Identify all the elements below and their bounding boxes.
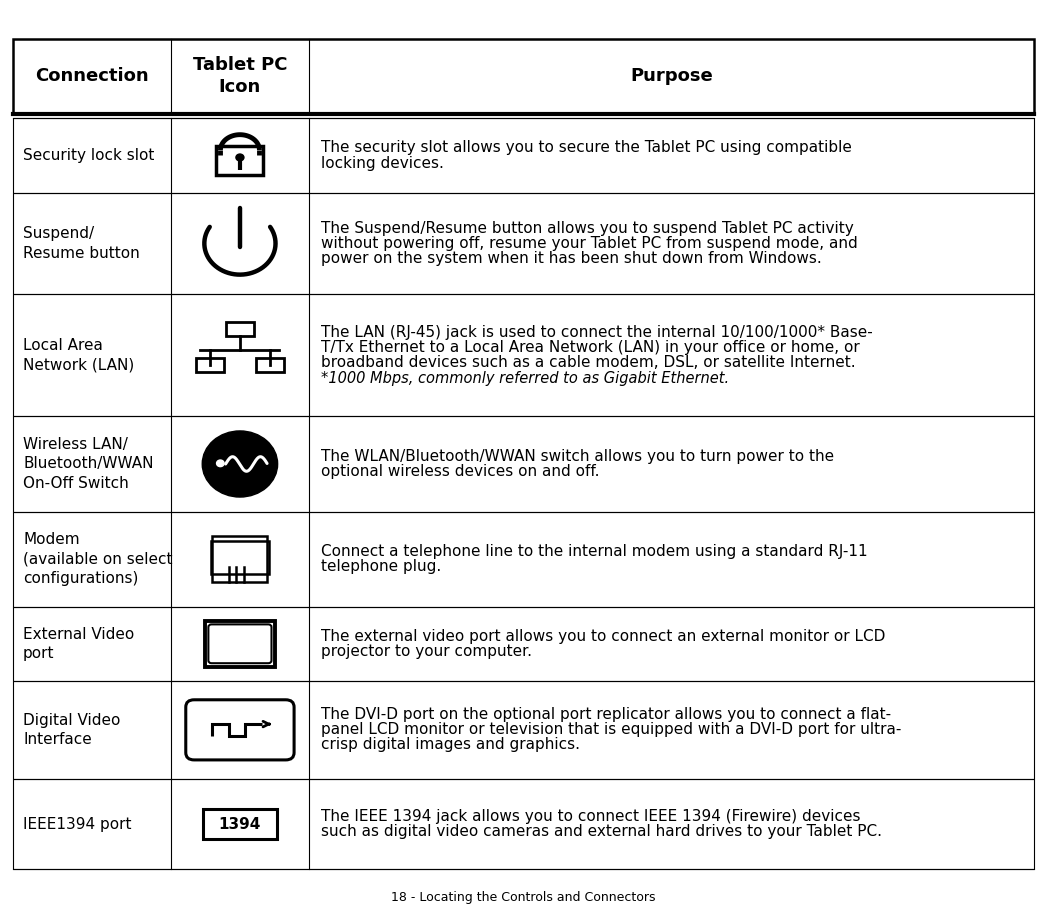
Text: Digital Video
Interface: Digital Video Interface [23, 712, 120, 747]
Bar [13, 193, 1034, 294]
Text: The DVI-D port on the optional port replicator allows you to connect a flat-: The DVI-D port on the optional port repl… [321, 707, 892, 722]
Circle shape [202, 431, 277, 497]
Bar [13, 778, 1034, 869]
Text: The LAN (RJ-45) jack is used to connect the internal 10/100/1000* Base-: The LAN (RJ-45) jack is used to connect … [321, 325, 873, 340]
Text: Suspend/
Resume button: Suspend/ Resume button [23, 227, 140, 261]
Text: Connect a telephone line to the internal modem using a standard RJ-11: Connect a telephone line to the internal… [321, 544, 868, 559]
Text: telephone plug.: telephone plug. [321, 559, 442, 574]
Text: Connection: Connection [35, 67, 149, 85]
Bar [13, 39, 1034, 114]
Text: 18 - Locating the Controls and Connectors: 18 - Locating the Controls and Connector… [392, 891, 655, 904]
Bar [13, 294, 1034, 417]
Text: power on the system when it has been shut down from Windows.: power on the system when it has been shu… [321, 251, 822, 266]
Text: Wireless LAN/
Bluetooth/WWAN
On-Off Switch: Wireless LAN/ Bluetooth/WWAN On-Off Swit… [23, 437, 154, 491]
Text: such as digital video cameras and external hard drives to your Tablet PC.: such as digital video cameras and extern… [321, 824, 883, 839]
Text: The IEEE 1394 jack allows you to connect IEEE 1394 (Firewire) devices: The IEEE 1394 jack allows you to connect… [321, 809, 861, 824]
Text: without powering off, resume your Tablet PC from suspend mode, and: without powering off, resume your Tablet… [321, 236, 859, 251]
Text: *1000 Mbps, commonly referred to as Gigabit Ethernet.: *1000 Mbps, commonly referred to as Giga… [321, 371, 730, 386]
Bar [13, 417, 1034, 511]
Text: optional wireless devices on and off.: optional wireless devices on and off. [321, 465, 600, 479]
Text: panel LCD monitor or television that is equipped with a DVI-D port for ultra-: panel LCD monitor or television that is … [321, 722, 901, 737]
Circle shape [217, 460, 224, 466]
Text: projector to your computer.: projector to your computer. [321, 644, 533, 659]
Bar [217, 147, 264, 175]
Text: crisp digital images and graphics.: crisp digital images and graphics. [321, 737, 580, 753]
Text: Security lock slot: Security lock slot [23, 148, 154, 163]
Bar [226, 322, 254, 336]
Text: locking devices.: locking devices. [321, 156, 444, 171]
Text: 1394: 1394 [219, 816, 261, 832]
Text: The Suspend/Resume button allows you to suspend Tablet PC activity: The Suspend/Resume button allows you to … [321, 220, 854, 236]
Bar [213, 536, 267, 582]
Text: The external video port allows you to connect an external monitor or LCD: The external video port allows you to co… [321, 629, 886, 644]
Text: Local Area
Network (LAN): Local Area Network (LAN) [23, 338, 134, 373]
Bar [203, 809, 276, 839]
Text: IEEE1394 port: IEEE1394 port [23, 816, 132, 832]
Bar [210, 542, 269, 575]
Bar [196, 358, 224, 372]
Text: External Video
port: External Video port [23, 627, 134, 661]
Bar [13, 118, 1034, 193]
Text: The security slot allows you to secure the Tablet PC using compatible: The security slot allows you to secure t… [321, 140, 852, 155]
Text: broadband devices such as a cable modem, DSL, or satellite Internet.: broadband devices such as a cable modem,… [321, 355, 856, 370]
Bar [13, 681, 1034, 778]
Bar [13, 607, 1034, 681]
Text: T/Tx Ethernet to a Local Area Network (LAN) in your office or home, or: T/Tx Ethernet to a Local Area Network (L… [321, 341, 861, 355]
Bar [13, 511, 1034, 607]
Text: The WLAN/Bluetooth/WWAN switch allows you to turn power to the: The WLAN/Bluetooth/WWAN switch allows yo… [321, 449, 834, 464]
Text: Purpose: Purpose [630, 67, 713, 85]
Bar [255, 358, 284, 372]
Bar [204, 621, 275, 666]
Circle shape [236, 153, 245, 162]
Text: Tablet PC
Icon: Tablet PC Icon [193, 56, 287, 96]
Text: Modem
(available on select
configurations): Modem (available on select configuration… [23, 532, 173, 586]
